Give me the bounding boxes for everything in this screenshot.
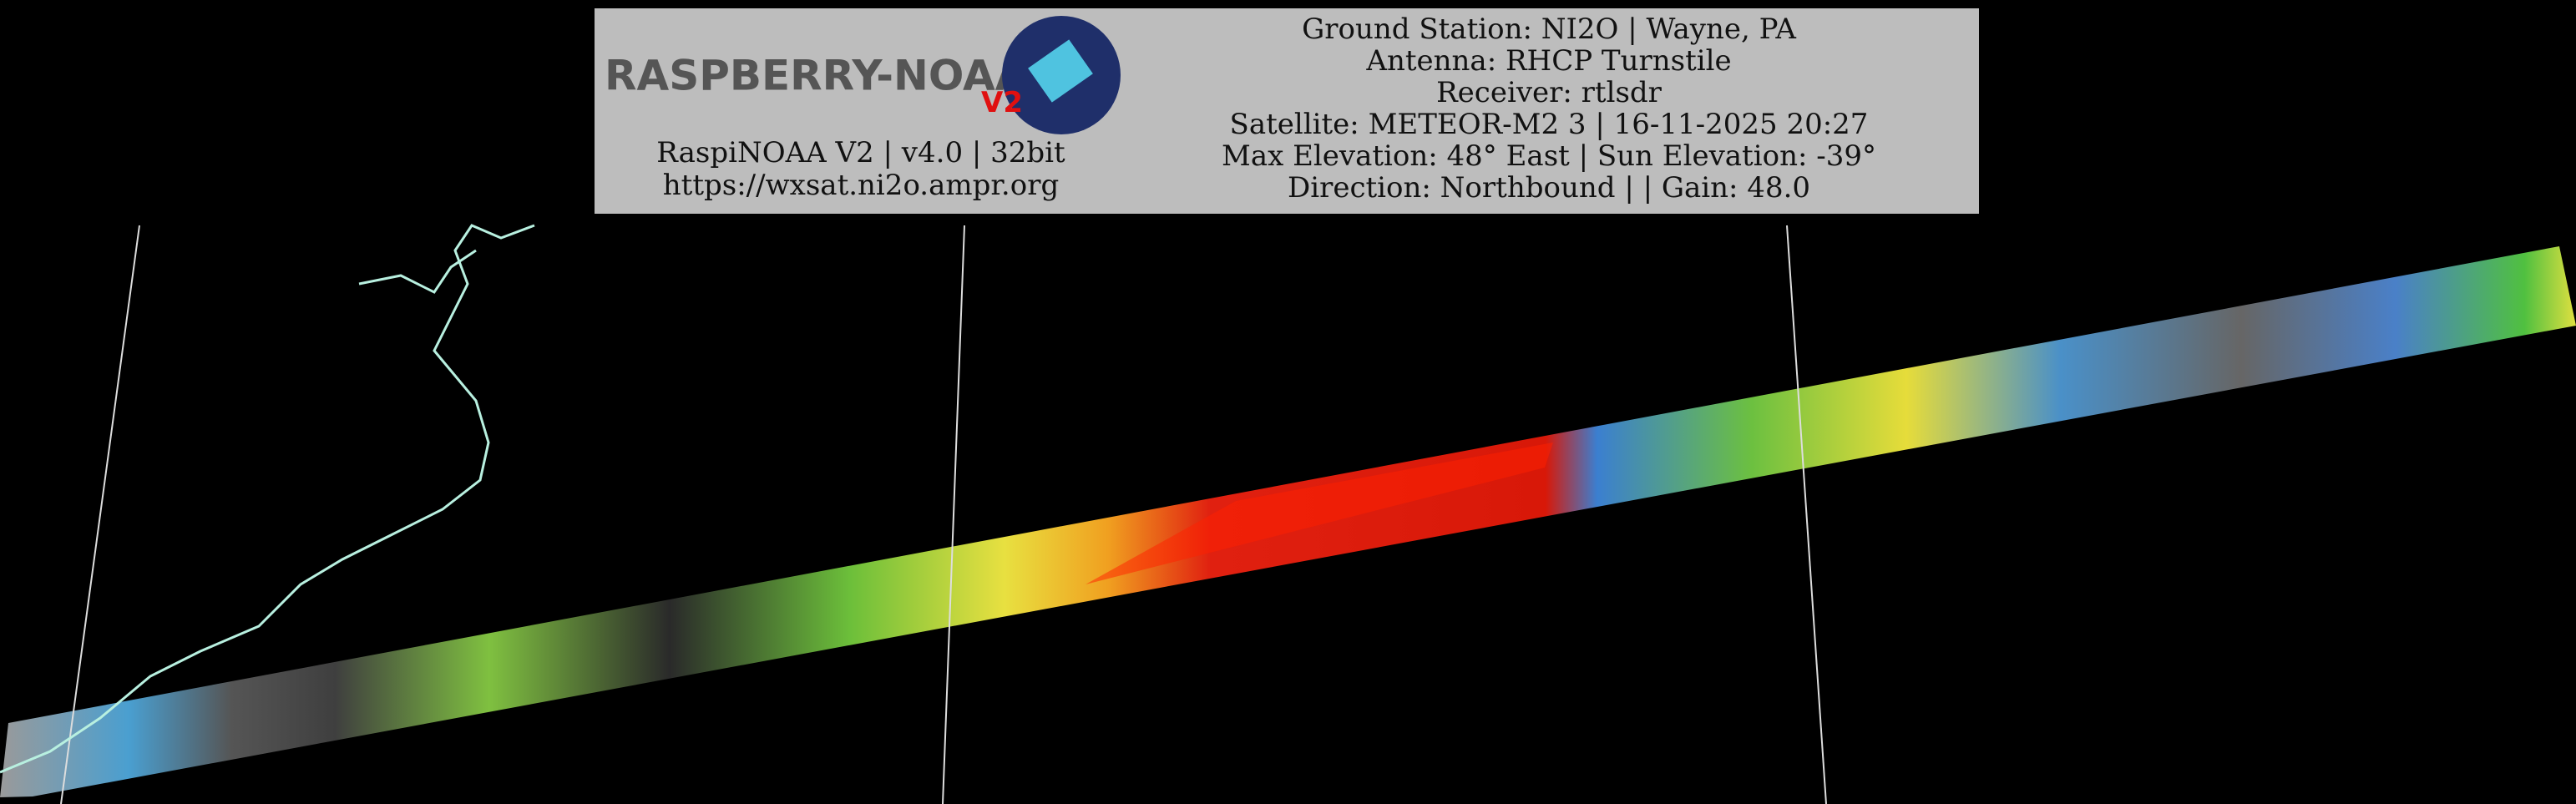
detail-line: Satellite: METEOR-M2 3 | 16-11-2025 20:2… (1230, 108, 1869, 141)
logo-badge: V2 (981, 86, 1023, 119)
logo-satellite (1028, 39, 1093, 103)
pass-details: Ground Station: NI2O | Wayne, PAAntenna:… (1222, 13, 1876, 205)
header-panel (595, 8, 1979, 214)
detail-line: Antenna: RHCP Turnstile (1365, 44, 1731, 78)
station-url: https://wxsat.ni2o.ampr.org (663, 169, 1059, 202)
detail-line: Ground Station: NI2O | Wayne, PA (1302, 13, 1796, 46)
grid-line (1786, 225, 1827, 804)
cloud-patch (1086, 442, 1553, 584)
detail-line: Max Elevation: 48° East | Sun Elevation:… (1222, 139, 1876, 173)
grid-line (942, 225, 965, 804)
coastline (358, 249, 477, 294)
grid-line (60, 225, 140, 804)
grid-lines (60, 225, 1827, 804)
software-version: RaspiNOAA V2 | v4.0 | 32bit (656, 136, 1065, 169)
detail-line: Direction: Northbound | | Gain: 48.0 (1288, 171, 1810, 205)
detail-line: Receiver: rtlsdr (1436, 76, 1663, 109)
logo-text: RASPBERRY-NOAA (605, 52, 1028, 100)
